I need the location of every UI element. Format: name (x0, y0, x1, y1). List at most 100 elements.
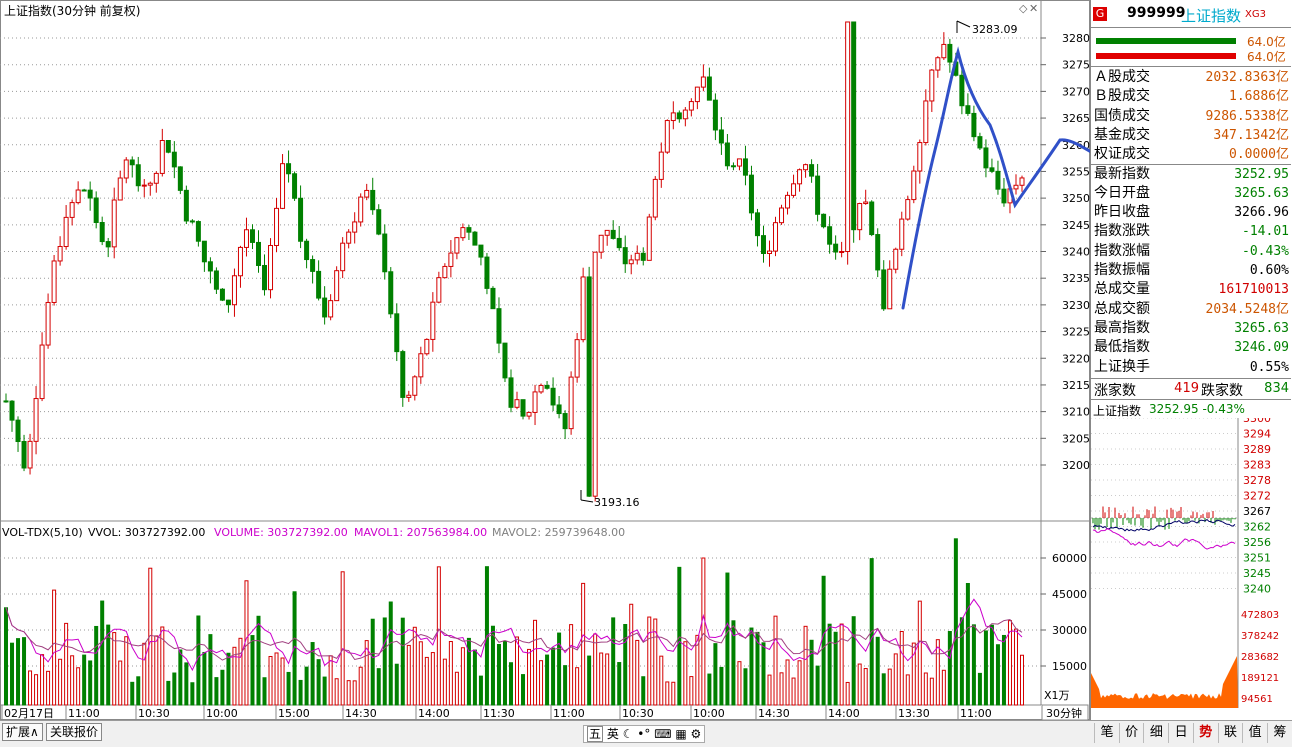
quote-row: 昨日收盘 3266.96 (1091, 203, 1291, 222)
quote-row-value: 3252.95 (1234, 166, 1289, 182)
volume-bar (905, 674, 910, 706)
close-icon[interactable]: ✕ (1029, 2, 1038, 15)
panel-tab-7[interactable]: 筹 (1266, 723, 1292, 743)
g-badge-icon[interactable]: G (1093, 7, 1107, 21)
mini-title: 上证指数 (1093, 404, 1142, 418)
moon-icon[interactable]: ☾ (622, 727, 634, 741)
volume-bar (184, 662, 189, 706)
volume-bar (887, 668, 892, 706)
ime-wu[interactable]: 五 (587, 726, 604, 742)
candle-body (592, 251, 598, 497)
candle-body (478, 244, 484, 258)
quote-row: 总成交额 2034.5248亿 (1091, 300, 1291, 319)
candle-body (971, 112, 977, 138)
chevron-up-icon[interactable]: ◇ (1019, 2, 1028, 15)
volume-bar (46, 670, 51, 706)
candle-body (905, 199, 911, 220)
keyboard-icon[interactable]: ⌨ (654, 727, 672, 741)
vol-indicator-name[interactable]: VOL-TDX(5,10) (2, 526, 83, 539)
volume-bar (370, 618, 375, 706)
candle-body (274, 207, 280, 247)
quote-row-value: -0.43% (1242, 243, 1289, 259)
fall-count-value: 834 (1264, 381, 1289, 396)
volume-bar (575, 667, 580, 706)
candle-body (875, 234, 881, 271)
divider (1091, 378, 1291, 379)
price-tick-label: 3280 (1062, 32, 1090, 45)
panel-tab-0[interactable]: 笔 (1094, 723, 1119, 743)
panel-tab-5[interactable]: 联 (1217, 723, 1243, 743)
panel-tab-4[interactable]: 势 (1192, 723, 1218, 743)
panel-tab-1[interactable]: 价 (1118, 723, 1144, 743)
time-label: 02月17日 (4, 707, 54, 720)
ime-toolbar[interactable]: 五 英 ☾ •° ⌨ ▦ ⚙ (583, 725, 706, 743)
volume-bar (983, 630, 988, 706)
volume-bar (671, 681, 676, 706)
candle-body (682, 109, 688, 120)
panel-tab-3[interactable]: 日 (1168, 723, 1193, 743)
quote-row: 今日开盘 3265.63 (1091, 184, 1291, 203)
candle-body (658, 151, 664, 180)
mini-intraday-chart[interactable]: 3300 3294 3289 3283 3278 3272 3267 3262 3256 3251… (1091, 418, 1291, 720)
candle-body (664, 120, 670, 153)
candle-body (839, 251, 845, 254)
period-label[interactable]: 30分钟 (1046, 706, 1082, 720)
volume-bar (785, 659, 790, 706)
volume-bar (695, 634, 700, 706)
volume-bar (328, 655, 333, 706)
candle-body (754, 212, 760, 237)
quote-panel: G 999999 上证指数 XG3 64.0亿 64.0亿 Ａ股成交 2032.8… (1090, 0, 1292, 720)
candle-body (412, 376, 418, 396)
stock-code: 999999 (1127, 5, 1186, 21)
candle-body (75, 189, 81, 204)
volume-bar (815, 665, 820, 706)
volume-bar (929, 677, 934, 706)
quote-row-value: 3266.96 (1234, 205, 1289, 221)
candle-body (965, 105, 971, 114)
candle-body (165, 140, 171, 153)
candle-body (526, 411, 532, 417)
candle-body (334, 270, 340, 302)
volume-bar (641, 676, 646, 706)
volume-bar (653, 618, 658, 706)
candle-body (977, 136, 983, 149)
candle-body (490, 287, 496, 310)
quote-row-label: 昨日收盘 (1094, 204, 1150, 221)
expand-tab[interactable]: 扩展∧ (2, 723, 43, 741)
candle-body (9, 400, 15, 421)
volume-bar (466, 637, 471, 706)
volume-bar (232, 646, 237, 706)
candle-body (39, 344, 45, 400)
panel-tab-6[interactable]: 值 (1242, 723, 1267, 743)
time-label: 14:30 (345, 707, 377, 720)
volume-bar (851, 616, 856, 706)
quote-row: 基金成交 347.1342亿 (1091, 126, 1291, 145)
candle-body (670, 112, 676, 122)
volume-bar (310, 642, 315, 706)
volume-bar (683, 641, 688, 706)
volume-bar (430, 652, 435, 706)
punct-icon[interactable]: •° (637, 727, 651, 741)
candle-body (129, 159, 135, 166)
candle-body (466, 227, 472, 233)
volume-bar (689, 676, 694, 706)
candle-body (929, 69, 935, 102)
volume-bar (659, 655, 664, 706)
candle-body (1013, 184, 1019, 190)
candle-body (857, 203, 863, 231)
candlestick-series[interactable] (3, 21, 1025, 502)
grid-icon[interactable]: ▦ (675, 727, 687, 741)
ime-lang[interactable]: 英 (606, 727, 619, 741)
quote-row-value: 1.6886亿 (1229, 89, 1289, 105)
volume-bar (845, 681, 850, 706)
candle-body (586, 276, 592, 497)
price-tick-label: 3240 (1062, 246, 1090, 259)
quote-row: 上证换手 0.55% (1091, 358, 1291, 377)
volume-bar (256, 615, 261, 706)
settings-icon[interactable]: ⚙ (690, 727, 702, 741)
volume-axis: 60000 45000 30000 15000 (1041, 552, 1087, 673)
volume-bar (118, 660, 123, 706)
related-quote-tab[interactable]: 关联报价 (46, 723, 103, 741)
panel-tab-2[interactable]: 细 (1143, 723, 1168, 743)
